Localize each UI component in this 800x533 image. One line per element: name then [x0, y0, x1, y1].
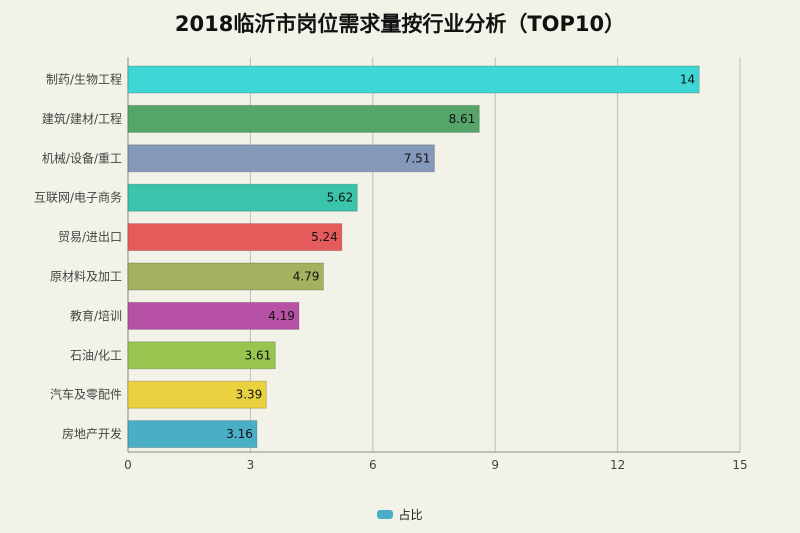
category-label: 互联网/电子商务 — [34, 190, 122, 205]
x-tick-label: 15 — [732, 458, 747, 472]
category-label: 石油/化工 — [70, 348, 122, 362]
category-label: 机械/设备/重工 — [42, 150, 122, 165]
bar — [127, 420, 258, 449]
bar — [127, 341, 276, 370]
legend-label: 占比 — [398, 508, 423, 522]
category-label: 原材料及加工 — [50, 270, 122, 284]
bar — [127, 262, 324, 291]
data-label: 8.61 — [449, 112, 476, 126]
data-label: 5.62 — [327, 191, 354, 205]
data-label: 4.79 — [293, 270, 320, 284]
bar — [127, 301, 300, 330]
bar — [127, 223, 343, 252]
chart-title: 2018临沂市岗位需求量按行业分析（TOP10） — [174, 12, 626, 36]
data-label: 7.51 — [404, 151, 431, 165]
category-label: 教育/培训 — [70, 308, 122, 323]
x-tick-label: 12 — [610, 458, 625, 472]
data-label: 14 — [680, 73, 695, 87]
bar — [127, 144, 435, 173]
category-label: 贸易/进出口 — [58, 230, 122, 244]
bar — [127, 65, 700, 94]
bar — [127, 380, 267, 409]
category-label: 制药/生物工程 — [46, 72, 122, 87]
bar — [127, 104, 480, 133]
bar — [127, 183, 358, 212]
category-label: 房地产开发 — [62, 426, 122, 441]
data-label: 4.19 — [268, 309, 295, 323]
data-label: 3.16 — [226, 427, 253, 441]
legend-swatch — [377, 510, 394, 519]
category-label: 建筑/建材/工程 — [42, 111, 122, 126]
data-label: 3.39 — [236, 388, 263, 402]
labels: 0 3 6 9 12 15 制药/生物工程 14 建筑/建材/工程 8.61 机械/设备/重工 7.5… — [34, 72, 748, 473]
bars — [127, 65, 700, 449]
legend[interactable]: 占比 — [0, 506, 800, 523]
x-tick-label: 6 — [369, 458, 377, 472]
x-tick-label: 3 — [247, 458, 255, 472]
x-tick-label: 0 — [124, 458, 132, 472]
data-label: 5.24 — [311, 230, 338, 244]
category-label: 汽车及零配件 — [50, 387, 122, 402]
x-tick-label: 9 — [491, 458, 499, 472]
data-label: 3.61 — [245, 348, 272, 362]
